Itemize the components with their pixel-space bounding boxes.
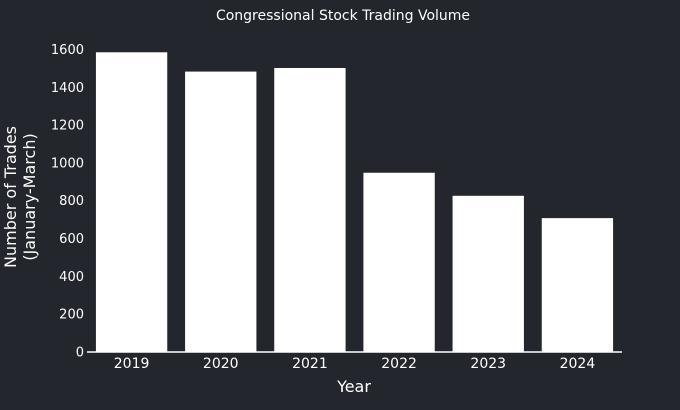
x-tick-label-2020: 2020	[203, 356, 239, 372]
bar-2020	[185, 71, 257, 352]
y-tick-label-800: 800	[59, 194, 84, 209]
y-tick-label-1600: 1600	[51, 43, 84, 58]
bar-2021	[274, 67, 346, 353]
x-tick-label-2024: 2024	[560, 356, 596, 372]
y-tick-label-600: 600	[59, 232, 84, 247]
y-tick-label-0: 0	[76, 346, 84, 361]
x-ticks-group: 2019 2020 2021 2022 2023 2024	[114, 356, 596, 372]
y-ticks-group: 0 200 400 600 800 1000 1200 1400 1600	[51, 43, 84, 361]
x-tick-label-2021: 2021	[292, 356, 328, 372]
bar-2019	[95, 52, 168, 352]
y-tick-label-1400: 1400	[51, 81, 84, 96]
bar-2022	[363, 172, 435, 352]
y-tick-label-200: 200	[59, 308, 84, 323]
x-tick-label-2022: 2022	[381, 356, 417, 372]
bar-2023	[452, 195, 524, 352]
x-tick-label-2019: 2019	[114, 356, 150, 372]
chart-title: Congressional Stock Trading Volume	[216, 8, 470, 24]
y-tick-label-1200: 1200	[51, 119, 84, 134]
x-tick-label-2023: 2023	[470, 356, 506, 372]
y-axis-label-line-1: Number of Trades	[1, 126, 20, 268]
y-tick-label-400: 400	[59, 270, 84, 285]
y-tick-label-1000: 1000	[51, 156, 84, 171]
bar-2024	[541, 218, 614, 352]
bars-group	[95, 52, 614, 353]
y-axis-label-line-2: (January-March)	[20, 133, 39, 260]
x-axis-label: Year	[336, 377, 371, 396]
